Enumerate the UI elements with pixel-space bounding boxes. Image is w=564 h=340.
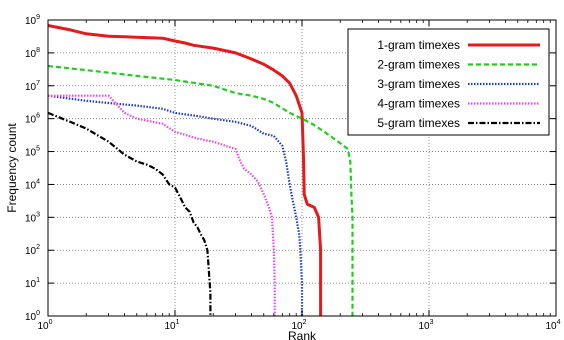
y-tick-label: 105 — [25, 146, 40, 159]
x-tick-label: 102 — [291, 319, 306, 332]
series-line-5gram — [47, 111, 212, 316]
legend-label: 3-gram timexes — [377, 77, 460, 91]
y-tick-label: 102 — [25, 244, 40, 257]
y-axis-label: Frequency count — [5, 123, 19, 213]
legend-box — [347, 28, 550, 136]
legend-label: 2-gram timexes — [377, 58, 460, 72]
legend-label: 1-gram timexes — [377, 38, 460, 52]
y-tick-label: 101 — [25, 277, 40, 290]
series-line-3gram — [47, 94, 304, 316]
legend-entry: 2-gram timexes — [377, 58, 540, 72]
legend: 1-gram timexes 2-gram timexes 3-gram timex… — [347, 28, 550, 136]
series-line-4gram — [48, 94, 276, 316]
y-tick-labels: 100 101 102 103 104 105 106 107 108 109 — [25, 14, 40, 323]
y-tick-label: 103 — [25, 211, 40, 224]
series-lines — [47, 24, 354, 316]
legend-label: 5-gram timexes — [377, 116, 460, 130]
y-tick-label: 109 — [25, 14, 40, 27]
legend-entry: 5-gram timexes — [377, 116, 540, 130]
x-tick-label: 101 — [164, 319, 179, 332]
legend-entry: 1-gram timexes — [377, 38, 540, 52]
y-tick-label: 106 — [25, 113, 40, 126]
x-tick-label: 100 — [37, 319, 52, 332]
x-axis-label: Rank — [288, 329, 317, 340]
legend-label: 4-gram timexes — [377, 97, 460, 111]
legend-entry: 4-gram timexes — [377, 97, 540, 111]
y-tick-label: 100 — [25, 310, 40, 323]
axis-ticks — [47, 19, 557, 317]
series-line-2gram — [47, 64, 354, 316]
series-line-1gram — [47, 24, 323, 316]
y-tick-label: 104 — [25, 178, 40, 191]
legend-entry: 3-gram timexes — [377, 77, 540, 91]
x-tick-labels: 100 101 102 103 104 — [37, 319, 560, 332]
y-tick-label: 108 — [25, 47, 40, 60]
x-tick-label: 104 — [545, 319, 560, 332]
y-tick-label: 107 — [25, 80, 40, 93]
x-tick-label: 103 — [418, 319, 433, 332]
